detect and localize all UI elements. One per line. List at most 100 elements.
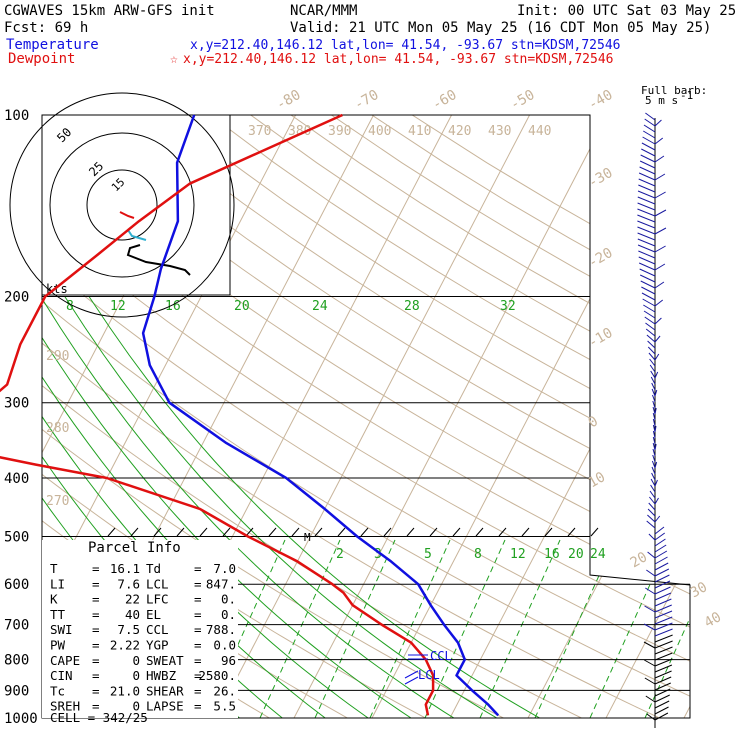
mixing-ratio-line [369,539,451,718]
mixing-lower-label: 12 [510,547,526,562]
theta-label: 420 [448,124,471,139]
parcel-key: LFC [146,592,169,607]
parcel-equals: = [194,638,202,653]
wind-barb-flag [644,659,656,667]
wind-barb [654,550,668,559]
hatch-tick [406,527,415,537]
wind-barb-flag [654,245,666,253]
wind-barb [637,190,656,199]
dry-adiabat-line [169,115,690,718]
parcel-key: TT [50,607,66,622]
parcel-key: CCL [146,622,169,637]
parcel-key: PW [50,638,66,653]
parcel-value: 0.0 [213,638,236,653]
wind-barb [637,220,656,229]
wind-barb [645,322,656,331]
parcel-key: SHEAR [146,683,184,698]
parcel-equals: = [194,622,202,637]
wind-barb [641,148,656,157]
wind-barb [643,124,656,133]
wind-barb [639,160,656,169]
wind-barb-flag [643,623,656,631]
wind-barb [637,232,656,241]
parcel-equals: = [92,622,100,637]
wind-barb [652,436,656,445]
parcel-value: 40 [125,607,140,622]
wind-barb-flag [654,281,665,289]
hatch-tick [429,527,438,537]
pressure-label: 600 [4,577,29,593]
theta-label: 410 [408,124,431,139]
wind-barb-flag [654,155,665,163]
parcel-info-background [42,540,238,718]
parcel-value: 21.0 [110,683,140,698]
wind-barb [640,280,656,289]
parcel-equals: = [92,653,100,668]
dry-adiabat-line [48,115,690,718]
wind-barb-flag [647,551,656,559]
wind-barb [648,352,656,361]
parcel-key: CIN [50,668,73,683]
wind-barb [647,514,656,523]
hatch-tick [521,527,530,537]
wind-barb-flag [654,443,657,451]
wind-barb-flag [654,317,662,325]
hodograph-ring [9,92,235,318]
wind-barb-flag [654,137,664,145]
lcl-tick [404,670,419,679]
hodograph-trace-high [126,244,191,276]
temperature-legend: Temperature [6,37,99,53]
wind-barb [654,598,672,607]
isotherm-label: 30 [688,579,711,601]
hatch-tick [291,527,300,537]
wind-barb [652,442,656,451]
parcel-value: 788. [206,622,236,637]
parcel-equals: = [92,683,100,698]
dry-adiabat-line [42,115,690,718]
parcel-key: SWI [50,622,73,637]
mixing-upper-label: 24 [312,299,328,314]
wind-barb [637,238,656,247]
hatch-tick [199,527,208,537]
parcel-value: 5.5 [213,699,236,714]
parcel-value: 7.0 [213,561,236,576]
hatch-tick [268,527,277,537]
wind-barb [654,574,670,583]
lcl-label: LCL [418,668,440,682]
wind-barb [637,214,656,223]
wind-barb [654,634,673,643]
temperature-trace [141,114,500,717]
parcel-equals: = [194,699,202,714]
wind-barb [647,508,656,517]
dewpoint-trace [0,113,435,716]
parcel-value: 0 [132,699,140,714]
hatch-tick [107,527,116,537]
parcel-key: LI [50,576,65,591]
wind-barb-profile [637,112,673,728]
parcel-key: T [50,561,58,576]
dewpoint-marker-icon: ☆ [170,52,178,67]
org-title: NCAR/MMM [290,3,357,19]
parcel-value: 0 [132,668,140,683]
mixing-lower-label: 16 [544,547,560,562]
forecast-hour: Fcst: 69 h [4,20,88,36]
theta-left-label: 270 [46,494,69,509]
dry-adiabat-line [210,115,690,718]
wind-barb [639,166,656,175]
wind-barb-flag [654,353,660,361]
wind-barb-flag [654,209,667,217]
mixing-lower-label: 24 [590,547,606,562]
wind-barb [652,448,656,457]
wind-barb [638,256,656,265]
wind-barb [654,664,673,673]
wind-barb [642,298,656,307]
wind-barb [654,652,673,661]
wind-barb [654,622,673,631]
pressure-label: 500 [4,529,29,545]
parcel-equals: = [92,592,100,607]
wind-barb-flag [645,695,656,703]
wind-barb [654,538,666,547]
